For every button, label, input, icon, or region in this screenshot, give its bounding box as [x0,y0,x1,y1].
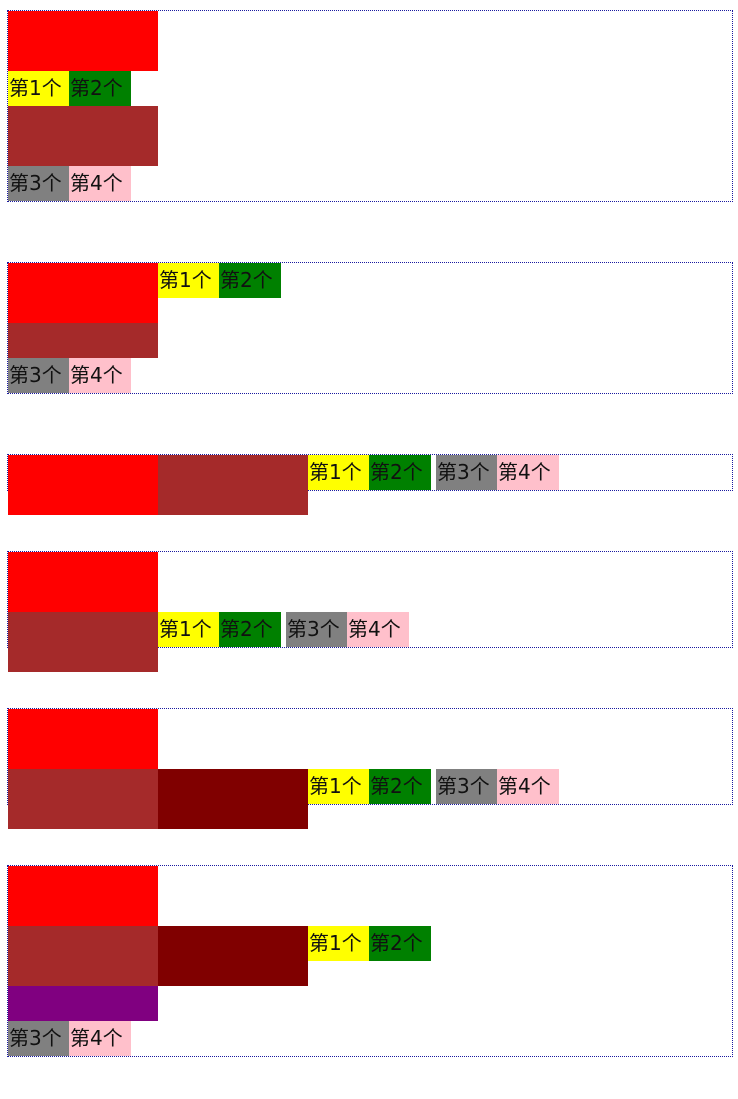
brown-block [158,455,308,515]
label-item-2: 第2个 [69,71,131,106]
label-item-2: 第2个 [219,612,281,647]
purple-block [8,986,158,1021]
label-item-4: 第4个 [69,166,131,201]
label-item-2: 第2个 [369,926,431,961]
label-item-2: 第2个 [369,455,431,490]
label-item-3: 第3个 [436,769,497,804]
red-block [8,11,158,71]
red-block [8,455,158,515]
label-item-3: 第3个 [436,455,497,490]
label-item-3: 第3个 [8,358,69,393]
label-item-2: 第2个 [219,263,281,298]
maroon-block [158,926,308,986]
label-item-1: 第1个 [308,769,369,804]
label-item-3: 第3个 [8,1021,69,1056]
red-block [8,709,158,769]
label-item-4: 第4个 [497,455,559,490]
label-item-1: 第1个 [158,612,219,647]
label-item-1: 第1个 [158,263,219,298]
demo-frame-5 [7,708,733,805]
label-item-1: 第1个 [308,455,369,490]
red-block [8,552,158,612]
label-item-4: 第4个 [69,358,131,393]
label-item-1: 第1个 [308,926,369,961]
brown-block [8,612,158,672]
label-item-4: 第4个 [347,612,409,647]
brown-block [8,769,158,829]
demo-frame-3 [7,454,733,491]
demo-frame-2 [7,262,733,394]
demo-frame-4 [7,551,733,648]
maroon-block [158,769,308,829]
brown-block [8,926,158,986]
red-block [8,866,158,926]
red-block [8,263,158,323]
demo-frame-6 [7,865,733,1057]
label-item-1: 第1个 [8,71,69,106]
label-item-4: 第4个 [69,1021,131,1056]
label-item-3: 第3个 [8,166,69,201]
label-item-4: 第4个 [497,769,559,804]
label-item-2: 第2个 [369,769,431,804]
brown-block [8,106,158,166]
demo-frame-1 [7,10,733,202]
label-item-3: 第3个 [286,612,347,647]
brown-block [8,323,158,358]
